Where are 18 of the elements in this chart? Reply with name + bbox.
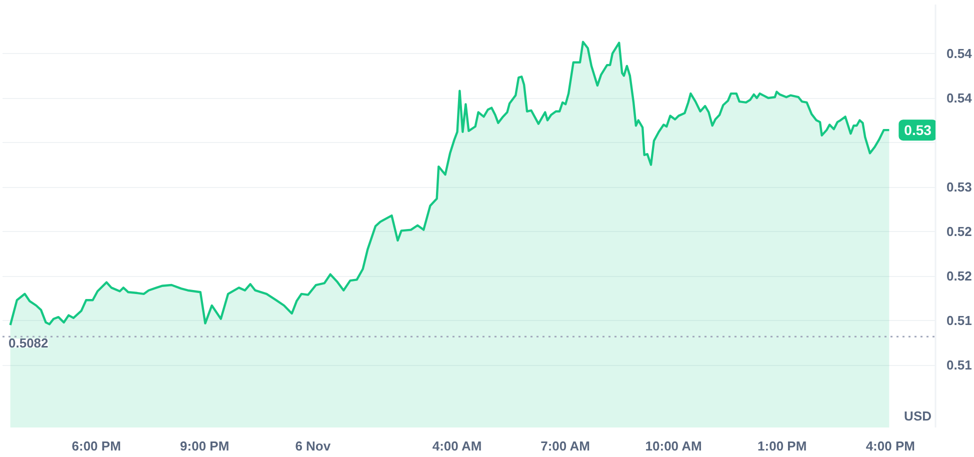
- y-tick-label: 0.52: [946, 268, 972, 284]
- y-tick-label: 0.54: [946, 46, 973, 61]
- x-tick-label: 1:00 PM: [758, 438, 807, 454]
- x-tick-label: 4:00 AM: [432, 438, 482, 454]
- x-tick-label: 7:00 AM: [540, 438, 590, 454]
- y-tick-label: 0.51: [946, 358, 972, 373]
- ref-line-label: 0.5082: [8, 336, 48, 351]
- x-tick-label: 10:00 AM: [645, 438, 702, 454]
- x-tick-label: 4:00 PM: [866, 438, 915, 454]
- y-tick-label: 0.52: [946, 224, 972, 240]
- y-tick-label: 0.53: [946, 180, 972, 195]
- annotation: 0.53: [904, 122, 932, 138]
- y-axis-title: USD: [904, 408, 932, 424]
- x-tick-label: 9:00 PM: [180, 438, 230, 454]
- x-tick-label: 6 Nov: [295, 438, 332, 454]
- x-tick-label: 6:00 PM: [72, 438, 121, 454]
- y-tick-label: 0.51: [946, 313, 972, 328]
- y-tick-label: 0.54: [946, 90, 973, 106]
